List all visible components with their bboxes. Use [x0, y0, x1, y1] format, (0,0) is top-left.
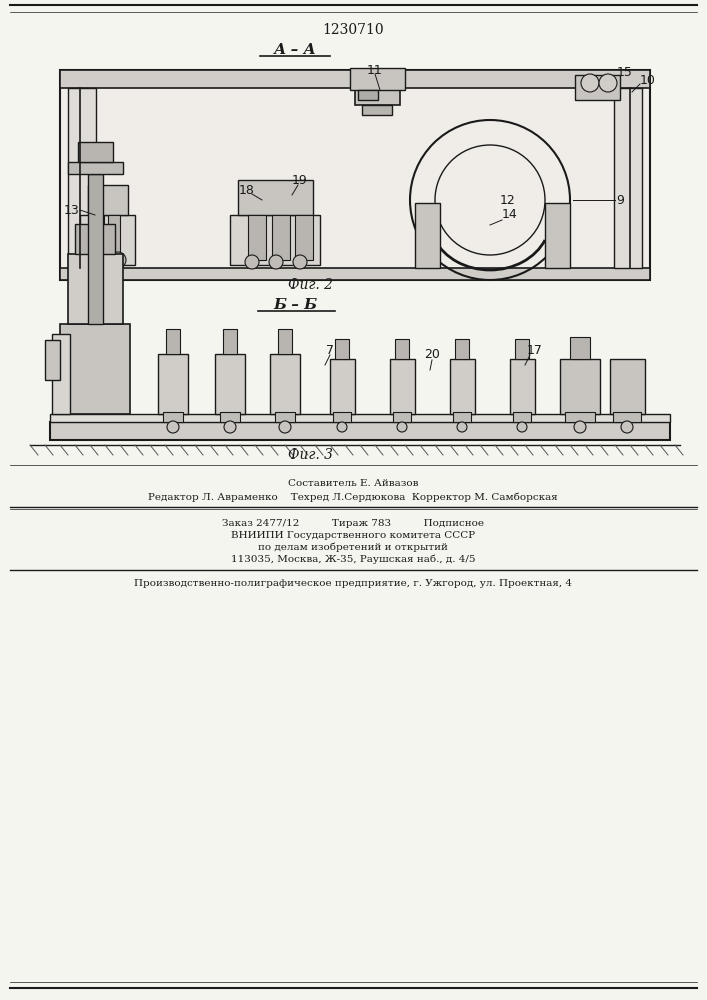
Bar: [60, 70, 650, 88]
Text: 20: 20: [424, 349, 440, 361]
Bar: [88, 185, 128, 215]
Bar: [88, 174, 103, 324]
Circle shape: [167, 421, 179, 433]
Text: А – А: А – А: [274, 43, 317, 57]
Bar: [275, 412, 295, 422]
Bar: [510, 359, 535, 414]
Bar: [270, 354, 300, 414]
Circle shape: [457, 422, 467, 432]
Text: Фиг. 3: Фиг. 3: [288, 448, 332, 462]
Bar: [614, 88, 642, 268]
Bar: [362, 105, 392, 115]
Bar: [613, 412, 641, 422]
Text: Редактор Л. Авраменко    Техред Л.Сердюкова  Корректор М. Самборская: Редактор Л. Авраменко Техред Л.Сердюкова…: [148, 492, 558, 502]
Bar: [570, 337, 590, 359]
Circle shape: [245, 255, 259, 269]
Text: 19: 19: [292, 174, 308, 186]
Bar: [166, 329, 180, 354]
Text: 9: 9: [616, 194, 624, 207]
Bar: [278, 329, 292, 354]
Bar: [455, 339, 469, 359]
Bar: [238, 180, 313, 215]
Bar: [272, 215, 290, 260]
Circle shape: [517, 422, 527, 432]
Text: Б – Б: Б – Б: [273, 298, 317, 312]
Bar: [575, 75, 620, 100]
Text: Составитель Е. Айвазов: Составитель Е. Айвазов: [288, 479, 419, 488]
Circle shape: [269, 255, 283, 269]
Circle shape: [92, 252, 108, 268]
Bar: [335, 339, 349, 359]
Circle shape: [621, 421, 633, 433]
Bar: [415, 203, 440, 268]
Bar: [358, 90, 378, 100]
Text: 18: 18: [239, 184, 255, 196]
Bar: [453, 412, 471, 422]
Text: Заказ 2477/12          Тираж 783          Подписное: Заказ 2477/12 Тираж 783 Подписное: [222, 518, 484, 528]
Bar: [395, 339, 409, 359]
Text: по делам изобретений и открытий: по делам изобретений и открытий: [258, 542, 448, 552]
Bar: [330, 359, 355, 414]
Bar: [50, 422, 670, 440]
Text: Фиг. 2: Фиг. 2: [288, 278, 332, 292]
Bar: [45, 340, 60, 380]
Bar: [223, 329, 237, 354]
Circle shape: [574, 421, 586, 433]
Text: 113035, Москва, Ж-35, Раушская наб., д. 4/5: 113035, Москва, Ж-35, Раушская наб., д. …: [230, 554, 475, 564]
Bar: [158, 354, 188, 414]
Bar: [68, 88, 96, 268]
Circle shape: [110, 252, 126, 268]
Circle shape: [224, 421, 236, 433]
Bar: [545, 203, 570, 268]
Bar: [68, 162, 123, 174]
Bar: [78, 142, 113, 162]
Bar: [390, 359, 415, 414]
Bar: [60, 324, 130, 414]
Bar: [333, 412, 351, 422]
Bar: [50, 414, 670, 422]
Bar: [610, 359, 645, 414]
Text: Производственно-полиграфическое предприятие, г. Ужгород, ул. Проектная, 4: Производственно-полиграфическое предприя…: [134, 578, 572, 587]
Circle shape: [279, 421, 291, 433]
Bar: [52, 334, 70, 414]
Bar: [163, 412, 183, 422]
Bar: [350, 68, 405, 90]
Bar: [60, 268, 650, 280]
Bar: [60, 70, 650, 280]
Bar: [80, 215, 135, 265]
Bar: [75, 224, 115, 254]
Circle shape: [337, 422, 347, 432]
Bar: [68, 254, 123, 324]
Bar: [248, 215, 266, 260]
Text: 11: 11: [367, 64, 383, 77]
Text: 17: 17: [527, 344, 543, 357]
Text: 14: 14: [502, 209, 518, 222]
Bar: [355, 70, 400, 105]
Bar: [220, 412, 240, 422]
Text: 10: 10: [640, 74, 656, 87]
Circle shape: [599, 74, 617, 92]
Bar: [565, 412, 595, 422]
Bar: [513, 412, 531, 422]
Text: 15: 15: [617, 66, 633, 80]
Bar: [515, 339, 529, 359]
Text: 13: 13: [64, 204, 80, 217]
Text: 12: 12: [500, 194, 515, 207]
Bar: [295, 215, 313, 260]
Text: 1230710: 1230710: [322, 23, 384, 37]
Bar: [108, 215, 120, 255]
Text: 7: 7: [326, 344, 334, 357]
Bar: [560, 359, 600, 414]
Circle shape: [397, 422, 407, 432]
Bar: [215, 354, 245, 414]
Bar: [393, 412, 411, 422]
Circle shape: [581, 74, 599, 92]
Circle shape: [293, 255, 307, 269]
Bar: [230, 215, 320, 265]
Bar: [450, 359, 475, 414]
Bar: [92, 215, 104, 255]
Text: ВНИИПИ Государственного комитета СССР: ВНИИПИ Государственного комитета СССР: [231, 530, 475, 540]
